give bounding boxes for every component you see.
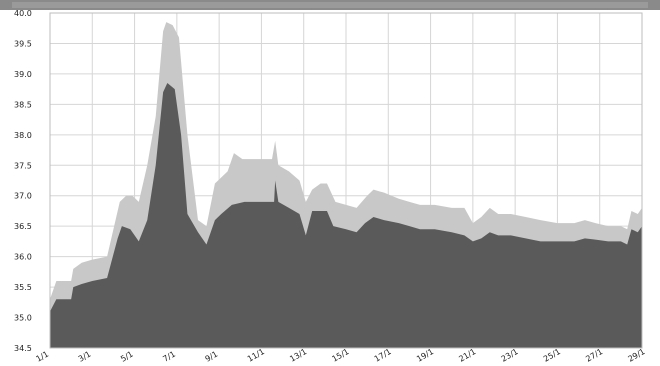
y-tick-label: 39.5 bbox=[14, 39, 32, 48]
area-chart: 34.5 35.0 35.5 36.0 36.5 37.0 37.5 38.0 38.5 39.0… bbox=[10, 10, 650, 366]
series-areas bbox=[50, 22, 642, 349]
plot-border bbox=[49, 12, 643, 349]
chart-header-strip bbox=[12, 2, 648, 8]
y-tick-label: 35.0 bbox=[14, 314, 32, 323]
y-tick-labels: 34.5 35.0 35.5 36.0 36.5 37.0 37.5 38.0 38.5 39.0… bbox=[14, 10, 32, 353]
y-tick-label: 35.5 bbox=[14, 283, 32, 292]
y-tick-label: 36.0 bbox=[14, 253, 32, 262]
y-tick-label: 34.5 bbox=[14, 344, 32, 353]
y-tick-label: 40.0 bbox=[14, 10, 32, 18]
chart-header-bar bbox=[0, 0, 660, 10]
y-tick-label: 38.5 bbox=[14, 100, 32, 109]
y-tick-label: 39.0 bbox=[14, 70, 32, 79]
y-tick-label: 37.0 bbox=[14, 192, 32, 201]
y-tick-label: 36.5 bbox=[14, 222, 32, 231]
y-tick-label: 38.0 bbox=[14, 131, 32, 140]
axes bbox=[49, 12, 643, 349]
chart-panel: 34.5 35.0 35.5 36.0 36.5 37.0 37.5 38.0 38.5 39.0… bbox=[10, 10, 650, 366]
series-area-2 bbox=[50, 83, 642, 348]
y-tick-label: 37.5 bbox=[14, 161, 32, 170]
